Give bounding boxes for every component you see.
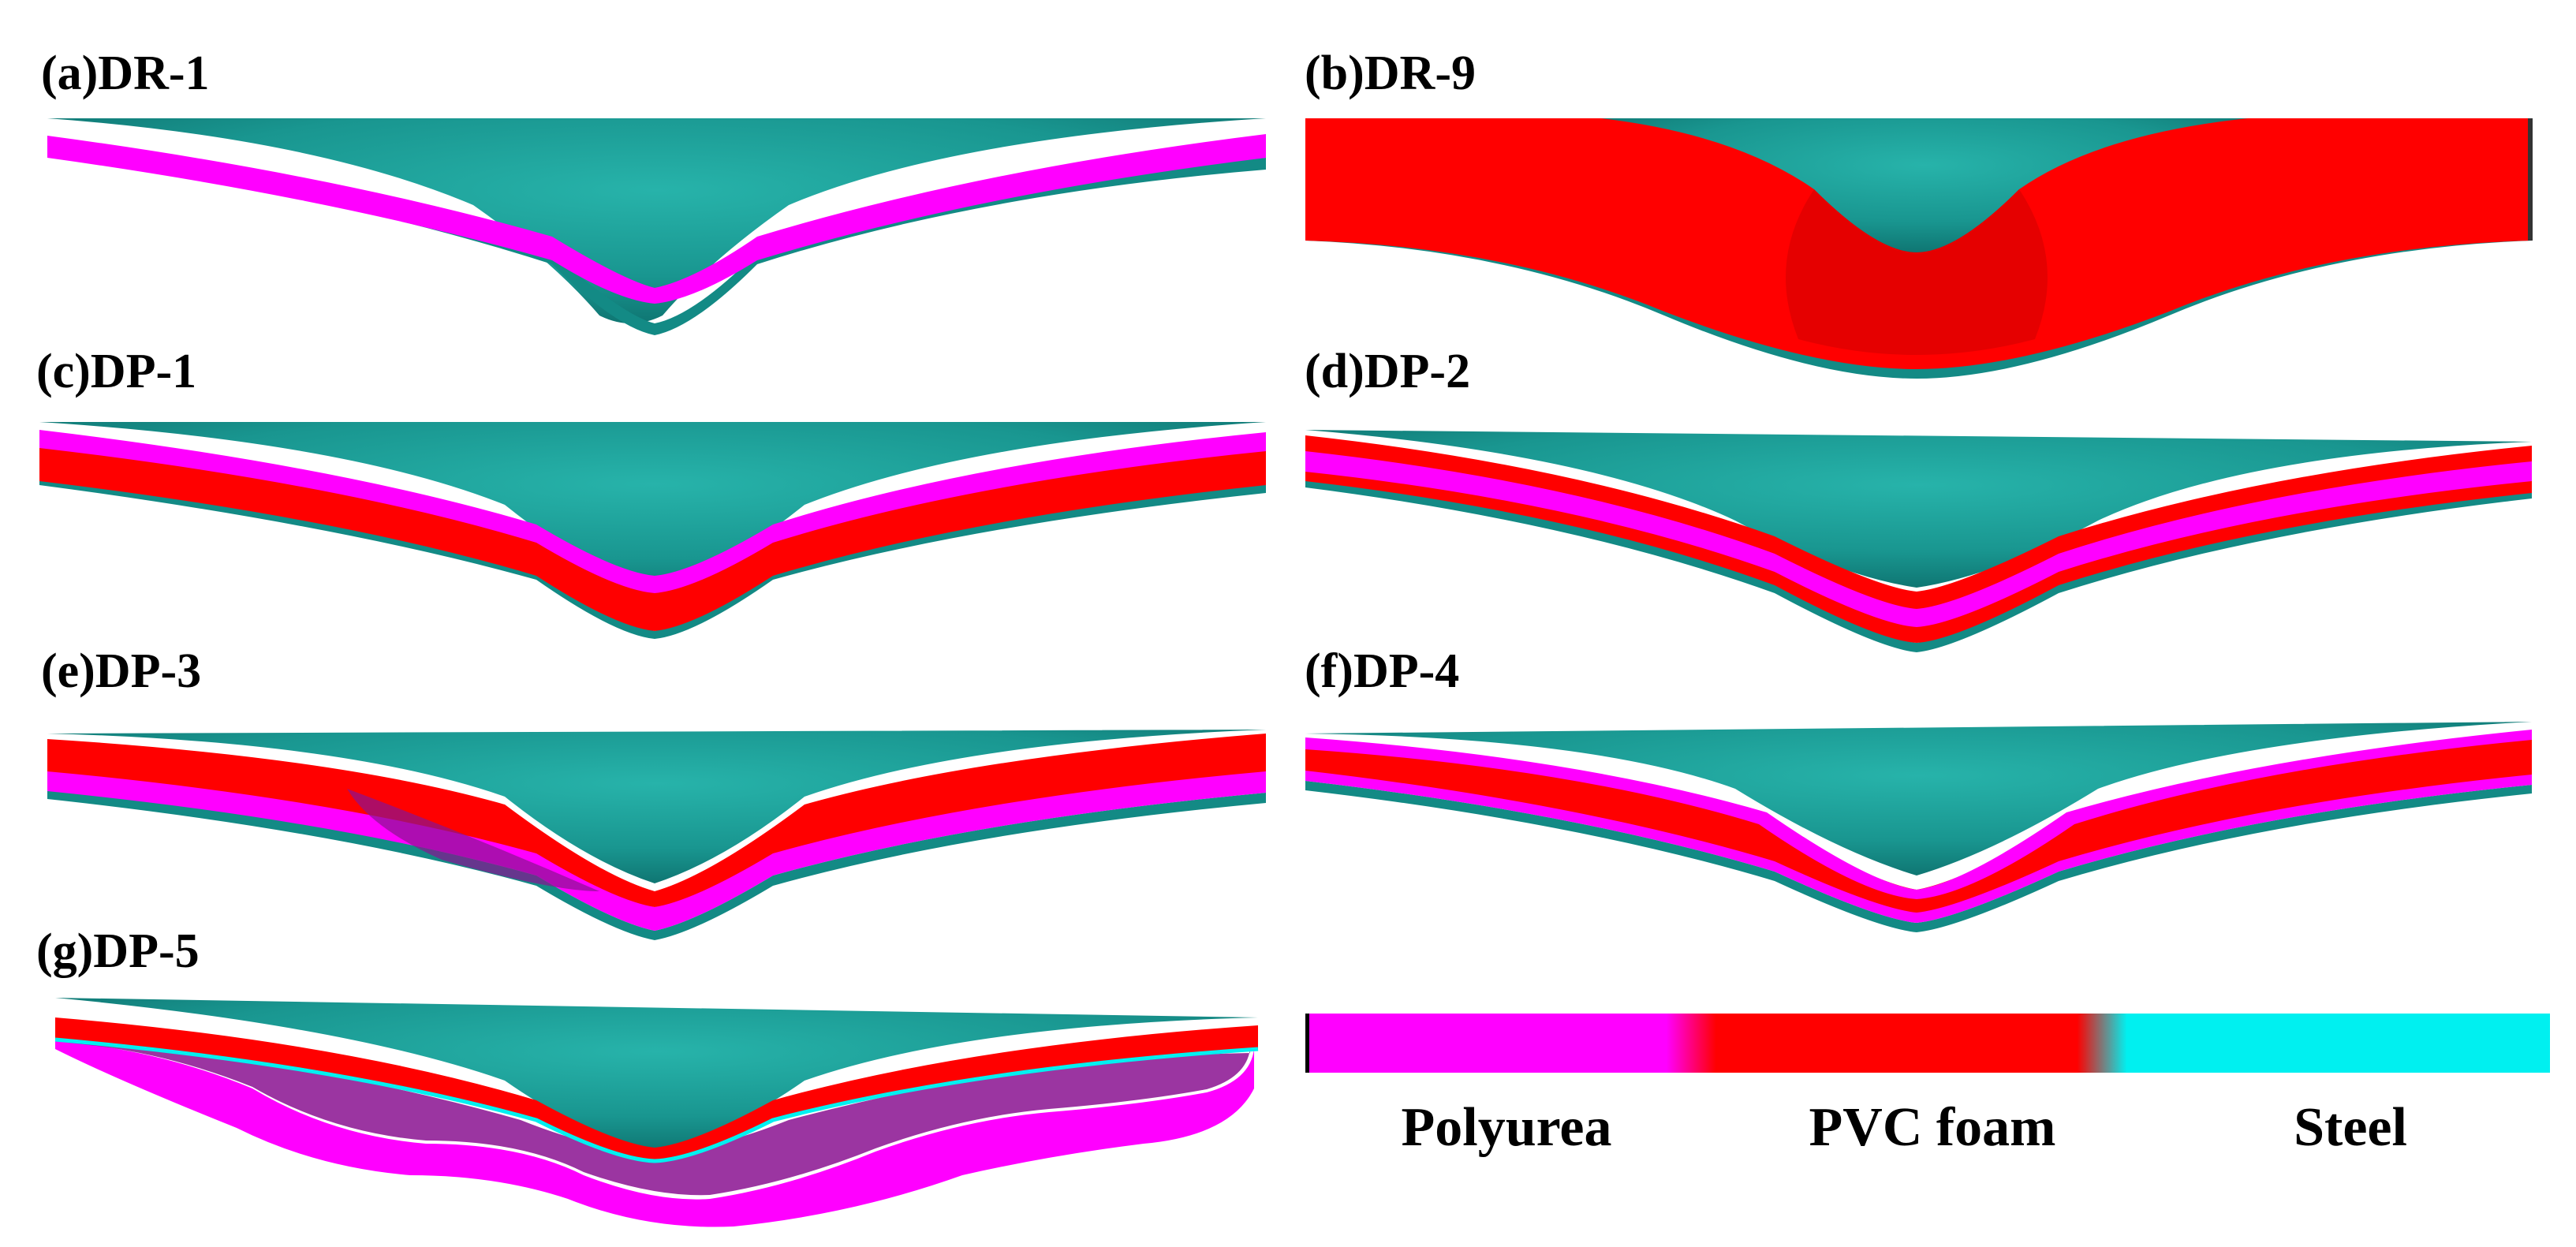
panel-b-steel [1601,118,2248,252]
panel-g-steel-line [54,1037,1259,1163]
panel-g-polyurea [55,1041,1254,1227]
legend-colorbar-edge [1305,1014,1309,1073]
panel-e-steel [47,730,1266,883]
panel-g-steel [55,998,1258,1152]
panel-c-plate [39,422,1266,639]
panel-b-plate [1305,118,2533,379]
panel-d-polyurea [1305,451,2532,627]
panel-c-steel [39,422,1266,599]
legend-colorbar [1305,1014,2550,1073]
legend-label-steel: Steel [2294,1097,2407,1158]
panel-a-polyurea [47,134,1266,304]
panel-b-edge [2528,118,2533,241]
panel-label-e: (e)DP-3 [41,644,202,698]
legend-label-polyurea: Polyurea [1401,1097,1612,1158]
panel-d-foam [1305,435,2532,643]
panel-c-polyurea [39,430,1266,593]
panel-a-plate [47,118,1266,335]
panel-label-d: (d)DP-2 [1305,345,1471,398]
panel-e-shadow [347,789,599,891]
panel-f-steel [1305,722,2532,876]
panel-e-plate [47,730,1266,940]
panel-g-plate [54,998,1259,1227]
panel-g-shadow [63,1043,1250,1196]
panel-label-a: (a)DR-1 [41,47,210,100]
panel-label-g: (g)DP-5 [36,924,200,978]
panel-b-shadow [1786,189,2048,355]
legend [1305,1014,2550,1073]
panel-f-plate [1305,722,2532,932]
legend-label-pvc-foam: PVC foam [1809,1097,2056,1158]
panel-d-plate [1305,430,2532,652]
panel-e-foam [47,734,1266,907]
panel-label-b: (b)DR-9 [1305,47,1476,100]
panel-g-foam [55,1017,1258,1161]
panel-f-polyurea-top [1305,730,2532,899]
panel-a-steel [47,118,1266,323]
panel-label-f: (f)DP-4 [1305,644,1460,698]
panel-d-steel [1305,430,2532,588]
panel-label-c: (c)DP-1 [36,345,197,398]
